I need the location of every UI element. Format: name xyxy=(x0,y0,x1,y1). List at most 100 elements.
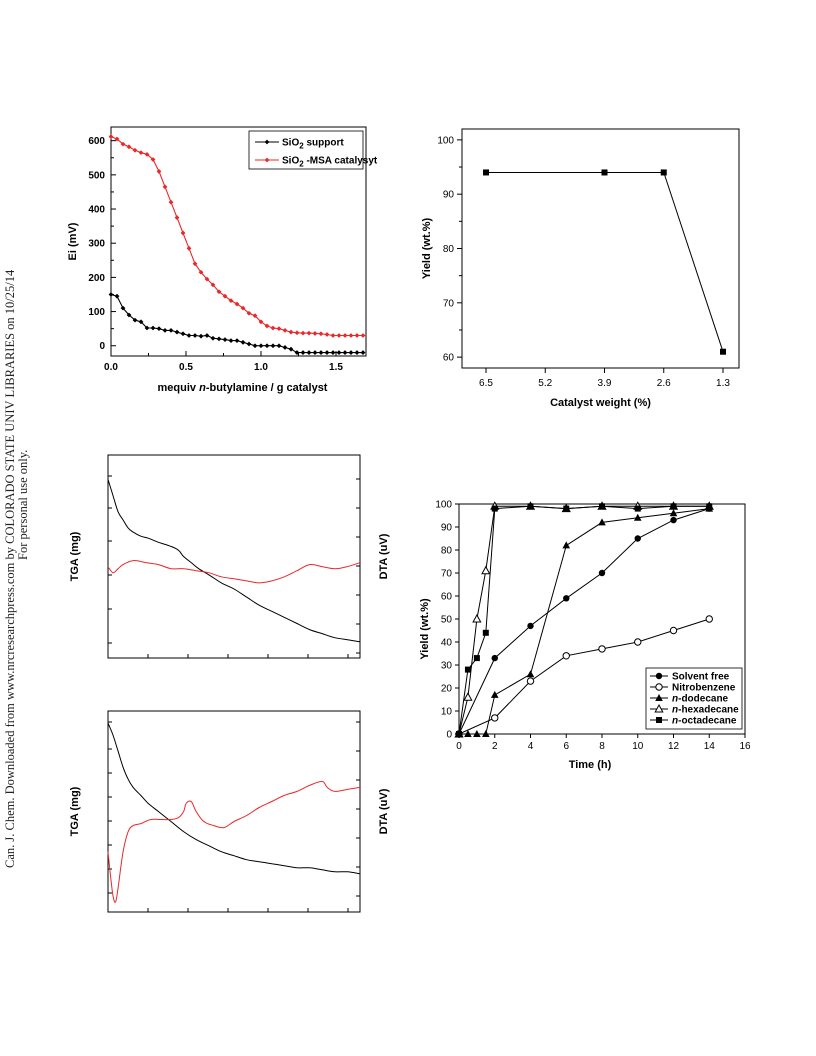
data-point xyxy=(174,215,180,220)
data-point xyxy=(192,261,198,267)
data-point xyxy=(634,535,641,542)
x-tick-label: 2.6 xyxy=(657,378,671,389)
x-tick-label: 8 xyxy=(599,741,605,752)
data-point xyxy=(562,541,571,549)
data-point xyxy=(360,333,366,338)
tga-curve xyxy=(107,479,361,643)
y-tick-label: 30 xyxy=(441,661,453,672)
x-tick-label: 6.5 xyxy=(479,378,493,389)
data-point xyxy=(318,331,324,337)
data-point xyxy=(180,331,186,337)
data-point xyxy=(670,516,677,524)
data-point xyxy=(258,319,264,325)
y-tick-label: 80 xyxy=(441,546,453,557)
y-axis-label: Yield (wt.%) xyxy=(419,598,431,660)
data-point xyxy=(270,325,276,331)
data-point xyxy=(108,292,114,297)
x-tick-label: 1.3 xyxy=(716,378,730,389)
data-point xyxy=(473,730,481,737)
legend-label: n-dodecane xyxy=(672,694,729,705)
download-notice-line1: Can. J. Chem. Downloaded from www.nrcres… xyxy=(3,269,17,868)
y-axis-label-right: DTA (uV) xyxy=(378,788,390,834)
data-point xyxy=(720,348,726,355)
legend-marker xyxy=(264,157,270,163)
data-point xyxy=(312,331,318,336)
y-tick-label: 0 xyxy=(99,341,105,352)
data-point xyxy=(482,730,490,737)
y-tick-label: 90 xyxy=(443,190,455,201)
data-point xyxy=(282,327,288,333)
data-point xyxy=(491,654,498,662)
data-point xyxy=(186,333,192,338)
data-point xyxy=(144,151,150,157)
data-point xyxy=(168,327,174,333)
data-point xyxy=(162,184,168,190)
catalyst-weight-chart: 60 70 80 90 100 6.5 5.2 3.9 2.6 1.3 Catalyst weigh… xyxy=(421,128,740,409)
data-point xyxy=(234,301,240,307)
data-point xyxy=(204,333,210,338)
data-point xyxy=(472,613,482,623)
thermal-chart-2: TGA (mg) DTA (uV) xyxy=(69,710,390,913)
data-point xyxy=(660,169,667,176)
plot-frame xyxy=(107,710,361,913)
data-point xyxy=(336,350,342,355)
x-tick-label: 16 xyxy=(739,741,751,752)
y-tick-label: 400 xyxy=(88,205,105,216)
y-tick-label: 500 xyxy=(88,170,105,181)
data-point xyxy=(138,319,144,325)
data-point xyxy=(306,350,312,355)
legend-marker xyxy=(656,717,662,723)
y-tick-label: 40 xyxy=(441,638,453,649)
data-point xyxy=(456,731,462,737)
data-point xyxy=(670,503,677,510)
plot-frame xyxy=(107,454,361,659)
data-point xyxy=(354,350,360,355)
dta-curve xyxy=(107,780,361,903)
y-axis-label: Yield (wt.%) xyxy=(421,218,433,280)
data-point xyxy=(252,313,258,319)
y-axis-label-left: TGA (mg) xyxy=(69,786,81,836)
data-point xyxy=(526,677,535,685)
data-point xyxy=(288,329,294,335)
data-point xyxy=(491,714,499,722)
y-tick-label: 100 xyxy=(435,500,452,511)
data-point xyxy=(246,310,252,316)
x-axis-label: Catalyst weight (%) xyxy=(550,397,651,409)
dta-curve xyxy=(107,560,361,584)
data-point xyxy=(330,350,336,355)
legend-marker xyxy=(264,139,270,145)
x-tick-label: 0 xyxy=(456,741,462,752)
plot-frame xyxy=(461,128,740,369)
data-point xyxy=(527,622,534,630)
y-axis-label-left: TGA (mg) xyxy=(69,531,81,581)
y-tick-label: 600 xyxy=(88,136,105,147)
data-point xyxy=(527,503,534,510)
y-tick-label: 0 xyxy=(446,730,452,741)
y-tick-label: 60 xyxy=(443,353,455,364)
data-point xyxy=(354,333,360,338)
data-point xyxy=(705,615,713,623)
data-point xyxy=(599,503,605,510)
data-point xyxy=(318,350,324,355)
data-point xyxy=(108,134,114,139)
data-point xyxy=(204,276,210,282)
data-point xyxy=(120,141,126,147)
data-point xyxy=(669,509,678,517)
legend-label: n-hexadecane xyxy=(672,705,739,716)
y-tick-label: 50 xyxy=(441,615,453,626)
data-point xyxy=(342,350,348,355)
x-tick-label: 3.9 xyxy=(598,378,612,389)
legend-label: SiO2 support xyxy=(282,138,344,151)
y-tick-label: 70 xyxy=(443,298,455,309)
x-tick-label: 1.0 xyxy=(254,362,268,373)
y-axis-label: Ei (mV) xyxy=(67,222,79,260)
data-point xyxy=(348,333,354,338)
data-point xyxy=(114,293,120,299)
data-point xyxy=(336,333,342,338)
x-tick-label: 14 xyxy=(704,741,716,752)
y-tick-label: 20 xyxy=(441,684,453,695)
series-line xyxy=(458,618,710,735)
y-tick-label: 100 xyxy=(88,307,105,318)
tga-curve xyxy=(107,722,361,875)
